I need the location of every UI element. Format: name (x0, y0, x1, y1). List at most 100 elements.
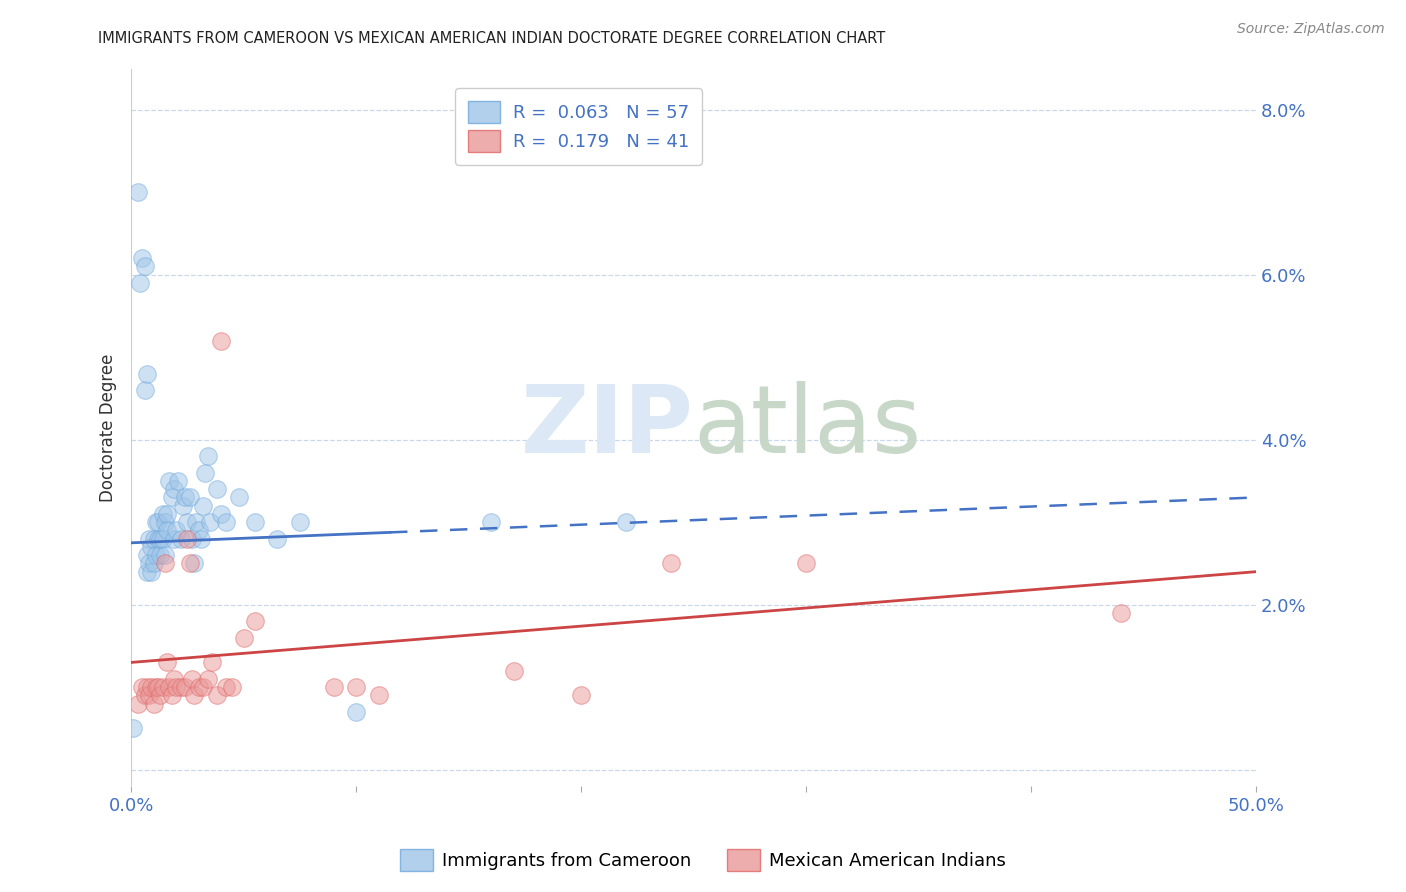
Point (148, 515, 170, 529)
Point (215, 680, 238, 694)
Point (149, 689, 172, 703)
Point (186, 515, 208, 529)
Point (156, 656, 179, 670)
Point (159, 474, 181, 488)
Point (201, 656, 224, 670)
Legend: R =  0.063   N = 57, R =  0.179   N = 41: R = 0.063 N = 57, R = 0.179 N = 41 (456, 88, 702, 165)
Point (479, 515, 502, 529)
Point (160, 689, 183, 703)
Point (163, 672, 186, 686)
Point (174, 680, 197, 694)
Point (127, 697, 149, 711)
Point (614, 515, 637, 529)
Point (145, 680, 167, 694)
Point (160, 491, 183, 505)
Point (127, 186, 149, 200)
Point (266, 532, 288, 546)
Legend: Immigrants from Cameroon, Mexican American Indians: Immigrants from Cameroon, Mexican Americ… (394, 842, 1012, 879)
Point (181, 672, 204, 686)
Point (344, 705, 367, 719)
Point (502, 664, 524, 678)
Point (1109, 606, 1132, 620)
Point (176, 532, 198, 546)
Point (145, 548, 167, 562)
Point (215, 515, 238, 529)
Point (136, 548, 159, 562)
Point (209, 334, 232, 348)
Point (193, 499, 215, 513)
Point (205, 689, 228, 703)
Point (194, 466, 217, 480)
Point (142, 532, 165, 546)
Point (141, 680, 163, 694)
Point (163, 482, 186, 496)
Point (141, 565, 163, 579)
Point (193, 680, 215, 694)
Point (138, 689, 160, 703)
Point (148, 532, 170, 546)
Point (190, 532, 212, 546)
Point (156, 524, 179, 538)
Point (153, 515, 176, 529)
Point (153, 557, 176, 571)
Y-axis label: Doctorate Degree: Doctorate Degree (100, 353, 117, 501)
Point (129, 276, 152, 290)
Point (136, 565, 159, 579)
Point (152, 680, 174, 694)
Point (131, 252, 153, 266)
Point (165, 524, 187, 538)
Point (145, 515, 167, 529)
Text: ZIP: ZIP (520, 382, 693, 474)
Point (183, 689, 205, 703)
Point (167, 474, 190, 488)
Point (569, 689, 592, 703)
Point (288, 515, 311, 529)
Point (172, 499, 194, 513)
Point (187, 680, 209, 694)
Point (163, 532, 186, 546)
Point (134, 689, 156, 703)
Point (198, 515, 221, 529)
Point (138, 557, 160, 571)
Point (170, 680, 193, 694)
Point (179, 491, 201, 505)
Text: atlas: atlas (693, 382, 922, 474)
Point (156, 507, 179, 521)
Point (138, 532, 160, 546)
Point (141, 540, 163, 554)
Point (344, 680, 367, 694)
Point (149, 548, 172, 562)
Point (149, 532, 172, 546)
Point (183, 557, 205, 571)
Point (134, 383, 156, 397)
Point (187, 524, 209, 538)
Point (322, 680, 344, 694)
Point (659, 557, 682, 571)
Point (209, 507, 232, 521)
Point (136, 367, 159, 381)
Point (197, 449, 219, 463)
Point (153, 548, 176, 562)
Point (228, 491, 250, 505)
Point (176, 515, 198, 529)
Point (232, 631, 254, 645)
Text: IMMIGRANTS FROM CAMEROON VS MEXICAN AMERICAN INDIAN DOCTORATE DEGREE CORRELATION: IMMIGRANTS FROM CAMEROON VS MEXICAN AMER… (98, 31, 886, 46)
Point (221, 680, 243, 694)
Point (165, 680, 187, 694)
Point (170, 532, 193, 546)
Point (131, 680, 153, 694)
Point (174, 491, 197, 505)
Point (134, 260, 156, 274)
Point (367, 689, 389, 703)
Point (794, 557, 817, 571)
Point (142, 697, 165, 711)
Point (181, 532, 204, 546)
Point (152, 532, 174, 546)
Point (243, 614, 266, 628)
Point (179, 557, 201, 571)
Point (205, 482, 228, 496)
Point (142, 557, 165, 571)
Point (197, 672, 219, 686)
Point (159, 680, 181, 694)
Text: Source: ZipAtlas.com: Source: ZipAtlas.com (1237, 22, 1385, 37)
